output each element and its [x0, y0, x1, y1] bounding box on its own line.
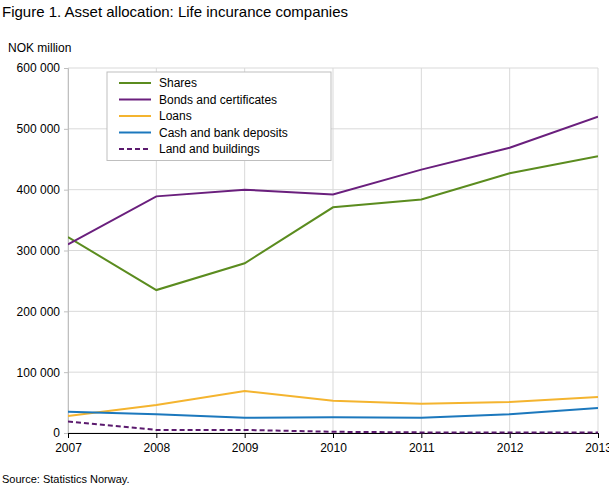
legend-swatch	[119, 148, 151, 150]
legend-swatch	[119, 82, 151, 84]
y-tick-mark	[64, 190, 68, 191]
chart: Figure 1. Asset allocation: Life incuran…	[0, 0, 609, 489]
x-tick-label: 2011	[409, 441, 435, 455]
x-tick-label: 2009	[232, 441, 259, 455]
legend-label: Shares	[159, 76, 197, 90]
y-tick-mark	[64, 251, 68, 252]
x-tick-label: 2013	[585, 441, 609, 455]
legend-swatch	[119, 115, 151, 117]
legend-swatch	[119, 99, 151, 101]
y-tick: 100 000	[17, 366, 68, 380]
x-tick-label: 2007	[55, 441, 82, 455]
legend-swatch	[119, 132, 151, 134]
x-tick: 2007	[55, 433, 82, 455]
x-tick-mark	[510, 433, 511, 438]
y-tick-label: 400 000	[17, 183, 61, 197]
plot-area	[68, 117, 598, 433]
x-tick-mark	[68, 433, 69, 438]
x-tick: 2010	[320, 433, 347, 455]
x-tick-label: 2012	[497, 441, 524, 455]
legend: Shares Bonds and certificates Loans Cash an…	[107, 72, 331, 161]
y-tick: 400 000	[17, 183, 68, 197]
legend-label: Loans	[159, 109, 192, 123]
x-tick-mark	[156, 433, 157, 438]
y-tick-label: 200 000	[17, 305, 61, 319]
x-tick: 2008	[143, 433, 170, 455]
x-tick: 2011	[409, 433, 435, 455]
y-tick: 500 000	[17, 122, 68, 136]
x-grid-line	[421, 68, 422, 433]
x-tick-mark	[333, 433, 334, 438]
legend-label: Land and buildings	[159, 142, 260, 156]
x-tick-mark	[421, 433, 422, 438]
x-tick: 2009	[232, 433, 259, 455]
legend-label: Bonds and certificates	[159, 93, 277, 107]
y-tick-mark	[64, 68, 68, 69]
y-tick: 300 000	[17, 244, 68, 258]
series-line	[68, 156, 598, 290]
legend-label: Cash and bank deposits	[159, 126, 288, 140]
series-line	[68, 391, 598, 416]
y-tick-mark	[64, 372, 68, 373]
x-tick-mark	[245, 433, 246, 438]
y-tick-mark	[64, 311, 68, 312]
y-tick-label: 600 000	[17, 61, 61, 75]
x-grid-line	[509, 68, 510, 433]
series-line	[68, 421, 598, 432]
y-tick-mark	[64, 433, 68, 434]
x-grid-line	[333, 68, 334, 433]
x-axis: 2007 2008 2009 2010 2011 2012 2013	[55, 433, 609, 455]
y-tick: 600 000	[17, 61, 68, 75]
y-tick-label: 0	[53, 426, 60, 440]
x-axis-line	[69, 434, 599, 439]
y-tick: 0	[53, 426, 68, 440]
y-axis-line	[64, 69, 69, 434]
x-tick-mark	[598, 433, 599, 438]
y-axis-title: NOK million	[8, 41, 71, 55]
y-tick-label: 100 000	[17, 366, 61, 380]
x-tick: 2012	[497, 433, 524, 455]
x-tick-label: 2010	[320, 441, 347, 455]
y-axis: 0 100 000 200 000 300 000 400 000 500 000 600 …	[17, 61, 69, 440]
y-tick: 200 000	[17, 305, 68, 319]
x-tick-label: 2008	[143, 441, 170, 455]
title: Figure 1. Asset allocation: Life incuran…	[2, 3, 348, 20]
x-tick: 2013	[585, 433, 609, 455]
grid	[68, 68, 598, 433]
source: Source: Statistics Norway.	[2, 473, 130, 485]
y-tick-mark	[64, 129, 68, 130]
y-tick-label: 500 000	[17, 122, 61, 136]
series-line	[68, 408, 598, 418]
x-grid-line	[598, 68, 599, 433]
y-tick-label: 300 000	[17, 244, 61, 258]
legend-box	[107, 72, 331, 161]
